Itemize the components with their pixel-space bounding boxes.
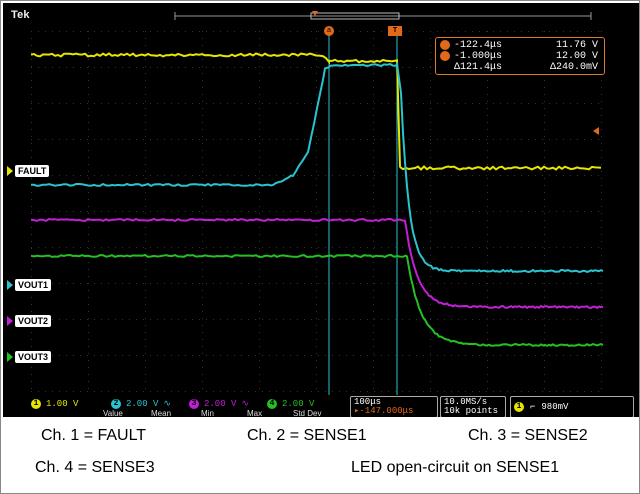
cursor-delta-time: Δ121.4μs [454, 62, 502, 73]
bandwidth-limit-icon: ∿ [241, 399, 249, 409]
stats-stddev-label: Std Dev [293, 409, 321, 417]
ch3-badge: 3 [189, 399, 199, 409]
ch1-scale: 1.00 V [46, 399, 78, 409]
ch4-scale: 2.00 V [282, 399, 314, 409]
graticule [31, 31, 602, 392]
brand-logo: Tek [11, 9, 30, 21]
ch4-label-text: VOUT3 [15, 351, 51, 363]
ch1-scale-readout[interactable]: 1 1.00 V [31, 399, 78, 409]
caption-note: LED open-circuit on SENSE1 [351, 459, 559, 477]
ch1-badge: 1 [31, 399, 41, 409]
ch2-scale: 2.00 V [126, 399, 158, 409]
ch3-scale-readout[interactable]: 3 2.00 V ∿ [189, 399, 249, 409]
ch3-label-text: VOUT2 [15, 315, 51, 327]
ch3-scale: 2.00 V [204, 399, 236, 409]
stats-max-label: Max [247, 409, 262, 417]
trigger-tag[interactable]: T [388, 26, 402, 36]
trigger-source-badge: 1 [514, 402, 524, 412]
ch4-marker-icon [7, 352, 13, 362]
cursor-readout-panel: -122.4μs 11.76 V -1.000μs 12.00 V Δ121.4… [435, 37, 605, 75]
cursor-delta-value: Δ240.0mV [550, 62, 598, 73]
ch2-scale-readout[interactable]: 2 2.00 V ∿ [111, 399, 171, 409]
ch1-marker-icon [7, 166, 13, 176]
cursor-a-icon [440, 40, 450, 50]
ch1-label-text: FAULT [15, 165, 49, 177]
stats-mean-label: Mean [151, 409, 171, 417]
trigger-readout[interactable]: 1 ⌐ 980mV [510, 396, 634, 417]
caption-ch1: Ch. 1 = FAULT [41, 427, 146, 445]
record-length: 10k points [444, 407, 502, 416]
stats-min-label: Min [201, 409, 214, 417]
cursor-b-icon [440, 51, 450, 61]
ch3-label[interactable]: VOUT2 [7, 315, 51, 327]
ch4-badge: 4 [267, 399, 277, 409]
caption-ch2: Ch. 2 = SENSE1 [247, 427, 367, 445]
cursor-b-value: 12.00 V [556, 51, 598, 62]
ch4-label[interactable]: VOUT3 [7, 351, 51, 363]
cursor-b-time: -1.000μs [454, 51, 502, 62]
ch1-label[interactable]: FAULT [7, 165, 49, 177]
ch2-label[interactable]: VOUT1 [7, 279, 51, 291]
cursor-a-time: -122.4μs [454, 40, 502, 51]
acquisition-readout[interactable]: 10.0MS/s 10k points [440, 396, 506, 417]
ch2-label-text: VOUT1 [15, 279, 51, 291]
ch2-badge: 2 [111, 399, 121, 409]
trigger-slope-icon: ⌐ [530, 403, 535, 412]
bandwidth-limit-icon: ∿ [163, 399, 171, 409]
horizontal-readout[interactable]: 100μs ▸-147.000μs [350, 396, 438, 417]
cursor-a-value: 11.76 V [556, 40, 598, 51]
status-bar: 1 1.00 V 2 2.00 V ∿ 3 2.00 V ∿ 4 2.00 V … [3, 395, 639, 417]
caption-ch3: Ch. 3 = SENSE2 [468, 427, 588, 445]
ch2-marker-icon [7, 280, 13, 290]
ch4-scale-readout[interactable]: 4 2.00 V [267, 399, 314, 409]
stats-value-label: Value [103, 409, 123, 417]
caption-ch4: Ch. 4 = SENSE3 [35, 459, 155, 477]
ch3-vout2-waveform [31, 219, 603, 308]
cursor-a-tag[interactable]: a [324, 26, 334, 36]
trigger-level-marker[interactable] [593, 127, 599, 135]
trigger-level: 980mV [541, 403, 568, 412]
ch3-marker-icon [7, 316, 13, 326]
oscilloscope-screen: Tek a T -122.4μs 11.76 V -1.000μs 12.00 … [3, 3, 639, 417]
trigger-offset: -147.000μs [359, 406, 413, 416]
